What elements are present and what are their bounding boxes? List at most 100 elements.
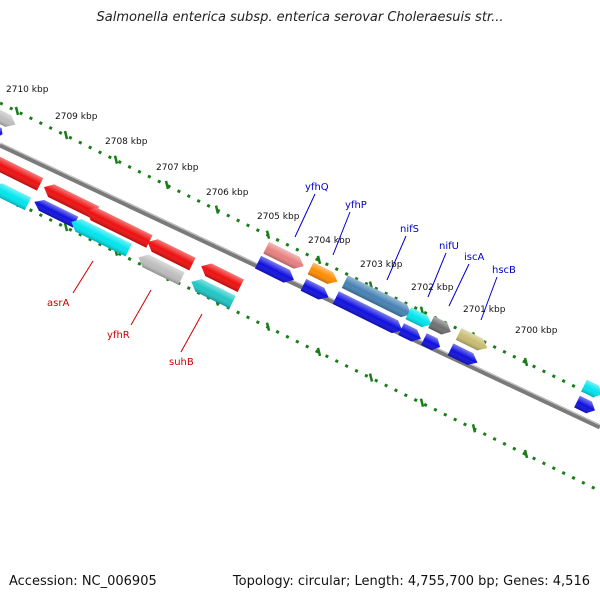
outer-tick-track xyxy=(0,101,600,401)
major-tick xyxy=(63,130,69,140)
tick-label: 2708 kbp xyxy=(105,137,148,147)
inner-tick-track xyxy=(0,193,600,493)
gene-shading xyxy=(405,307,432,328)
gene-shading xyxy=(332,291,403,334)
backbone xyxy=(0,142,600,430)
major-tick xyxy=(316,255,322,265)
gene-arrow[interactable] xyxy=(198,260,244,293)
major-tick xyxy=(316,347,322,357)
gene-arrow[interactable] xyxy=(455,328,490,354)
gene-arrow[interactable] xyxy=(332,291,406,336)
gene-shading xyxy=(201,263,244,293)
gene-shading xyxy=(147,239,196,271)
gene-arrow[interactable] xyxy=(0,180,32,211)
gene-arrow[interactable] xyxy=(0,105,18,131)
gene-label-suhB[interactable]: suhB xyxy=(169,357,194,368)
gene-labels: yfhQ yfhP nifS nifU iscA hscB asrA yfhR suhB xyxy=(47,182,516,368)
major-tick xyxy=(523,357,529,367)
gene-shading xyxy=(43,184,100,220)
gene-label-nifU[interactable]: nifU xyxy=(439,241,459,252)
accession-label: Accession: NC_006905 xyxy=(9,574,157,589)
gene-shading xyxy=(254,255,294,283)
gene-shading xyxy=(581,379,600,398)
gene-label-iscA[interactable]: iscA xyxy=(464,252,484,263)
gene-shading xyxy=(34,199,79,228)
tick-label: 2709 kbp xyxy=(55,112,98,122)
gene-arrow[interactable] xyxy=(398,323,423,344)
major-tick xyxy=(14,106,20,116)
gene-shading xyxy=(0,105,16,127)
gene-shading xyxy=(71,219,132,257)
gene-arrow[interactable] xyxy=(32,196,79,228)
gene-arrow[interactable] xyxy=(581,379,600,401)
gene-arrow[interactable] xyxy=(341,275,415,320)
gene-features xyxy=(0,105,600,417)
gene-arrow[interactable] xyxy=(307,262,341,288)
gene-arrow[interactable] xyxy=(300,278,332,303)
gene-leader-line xyxy=(386,235,407,281)
gene-label-yfhQ[interactable]: yfhQ xyxy=(305,182,329,193)
major-tick xyxy=(471,424,477,433)
gene-shading xyxy=(447,343,478,365)
gene-arrow[interactable] xyxy=(135,251,185,285)
gene-label-yfhR[interactable]: yfhR xyxy=(107,330,130,341)
gene-shading xyxy=(191,279,236,309)
gene-shading xyxy=(0,183,32,211)
gene-shading xyxy=(0,125,3,138)
gene-arrow[interactable] xyxy=(254,255,297,286)
major-tick xyxy=(63,222,69,232)
gene-shading xyxy=(86,207,153,248)
tick-label: 2705 kbp xyxy=(257,212,300,222)
gene-arrow[interactable] xyxy=(405,307,434,330)
major-tick xyxy=(265,230,271,240)
gene-arrow[interactable] xyxy=(263,241,306,272)
gene-leader-line xyxy=(332,211,351,256)
gene-arrow[interactable] xyxy=(447,343,481,369)
gene-shading xyxy=(0,156,44,191)
major-tick xyxy=(164,180,170,190)
tick-label: 2704 kbp xyxy=(308,236,351,246)
major-tick xyxy=(368,373,374,382)
gene-leader-line xyxy=(427,252,447,298)
tick-label: 2702 kbp xyxy=(411,283,454,293)
gene-label-asrA[interactable]: asrA xyxy=(47,298,69,309)
gene-arrow[interactable] xyxy=(41,181,100,220)
gene-arrow[interactable] xyxy=(428,316,453,337)
gene-arrow[interactable] xyxy=(144,236,196,271)
gene-shading xyxy=(428,316,451,335)
gene-shading xyxy=(398,323,421,342)
tick-label: 2710 kbp xyxy=(6,85,49,95)
gene-shading xyxy=(574,395,595,414)
gene-leader-line xyxy=(448,263,470,307)
gene-arrow[interactable] xyxy=(188,276,236,309)
major-tick xyxy=(214,205,220,214)
gene-label-nifS[interactable]: nifS xyxy=(400,224,419,235)
gene-label-hscB[interactable]: hscB xyxy=(492,265,516,276)
gene-leader-line xyxy=(72,260,94,294)
gene-shading xyxy=(263,241,304,269)
gene-shading xyxy=(138,254,185,285)
backbone-highlight xyxy=(0,142,600,426)
genome-summary: Topology: circular; Length: 4,755,700 bp… xyxy=(232,574,590,589)
gene-shading xyxy=(421,333,441,351)
gene-arrow[interactable] xyxy=(421,333,443,353)
gene-arrow[interactable] xyxy=(0,125,5,138)
major-tick xyxy=(419,398,425,407)
gene-arrow[interactable] xyxy=(84,204,153,248)
gene-arrow[interactable] xyxy=(0,153,44,191)
gene-leader-line xyxy=(130,289,152,326)
tick-label: 2707 kbp xyxy=(156,163,199,173)
gene-shading xyxy=(455,328,488,351)
gene-arrow[interactable] xyxy=(574,395,598,417)
gene-shading xyxy=(341,275,412,318)
gene-shading xyxy=(300,278,329,300)
map-title: Salmonella enterica subsp. enterica sero… xyxy=(96,10,504,25)
gene-leader-line xyxy=(480,276,498,321)
gene-leader-line xyxy=(294,193,316,238)
tick-label: 2706 kbp xyxy=(206,188,249,198)
gene-arrow[interactable] xyxy=(68,216,132,257)
tick-label: 2700 kbp xyxy=(515,326,558,336)
gene-label-yfhP[interactable]: yfhP xyxy=(345,200,367,211)
major-tick xyxy=(523,449,529,459)
